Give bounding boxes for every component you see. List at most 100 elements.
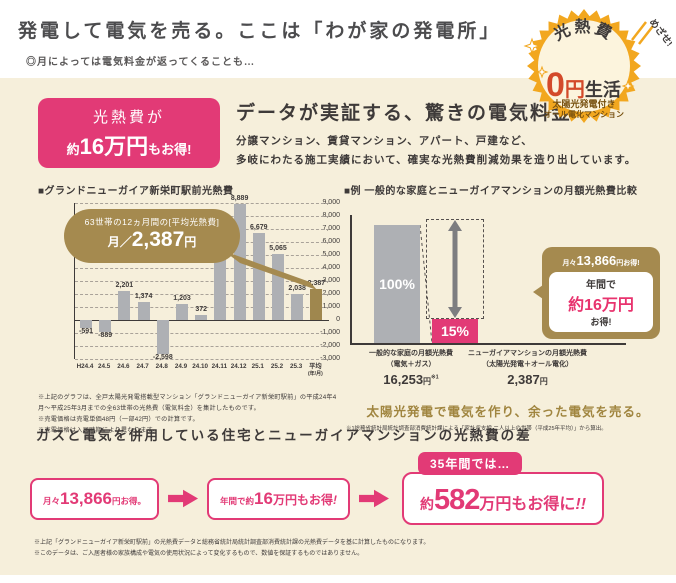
y-axis-tick-label: 1,000	[322, 303, 340, 310]
newgaia-label: ニューガイアマンションの月額光熱費	[468, 350, 587, 357]
monthly-savings-label: 月々13,866円お得!	[562, 253, 640, 268]
bar-24.6	[118, 291, 131, 320]
bar-value-label: 2,038	[288, 284, 306, 292]
x-axis-tick-label: 24.5	[98, 363, 111, 370]
bar-value-label: 1,203	[173, 295, 191, 303]
gridline	[75, 333, 329, 334]
x-axis-tick-label: 25.3	[290, 363, 303, 370]
bar-24.9	[176, 304, 188, 320]
note-line: ※売電価格は入居時期により異なります。	[38, 426, 159, 434]
bar-H24.4	[80, 320, 92, 328]
bar-value-label: 2,387	[307, 279, 326, 287]
bottom-heading: ガスと電気を併用している住宅とニューガイアマンションの光熱費の差	[36, 428, 532, 443]
x-axis-tick-label: H24.4	[76, 363, 94, 370]
annual-amount: 約16万円	[568, 297, 634, 314]
y-axis-tick-label: 2,000	[322, 290, 340, 297]
y-axis-tick-label: -2,000	[320, 342, 340, 349]
callout-line2: 月／2,387円	[107, 228, 197, 251]
intro-body-line2: 多岐にわたる施工実績において、確実な光熱費削減効果を造り出しています。	[236, 153, 637, 166]
monthly-cost-bar-chart: ■グランドニューガイア新栄町駅前光熱費 9,000 8,000 7,000 6,000…	[38, 182, 340, 436]
badge-ribbon-text: めざせ!	[647, 16, 672, 48]
gridline	[75, 320, 329, 321]
household-sublabel: （電気＋ガス）	[386, 360, 436, 368]
badge-life: 生活	[585, 79, 621, 100]
household-bar-label: 100%	[379, 276, 415, 292]
bar-25.1	[252, 233, 265, 320]
y-axis-tick-label: 7,000	[322, 225, 340, 232]
x-axis-tick-label: 平均 (年/月)	[302, 363, 328, 377]
x-axis-tick-label: 24.8	[155, 363, 168, 370]
bar-value-label: -591	[78, 327, 93, 335]
x-axis-sub-label: (年/月)	[308, 370, 323, 377]
bar-value-label: 1,374	[134, 293, 153, 301]
gridline	[75, 268, 329, 269]
newgaia-bar: 15%	[432, 319, 478, 343]
bar-24.8	[156, 320, 169, 354]
left-chart-notes: ※上記のグラフは、全戸太陽光発電搭載型マンション「グランドニューガイア新栄町駅前…	[38, 393, 340, 436]
comparison-chart: ■例 一般的な家庭とニューガイアマンションの月額光熱費比較 100% 15% 月…	[344, 182, 672, 435]
ribbon-stroke	[631, 21, 647, 41]
zero-yen-life-badge: 光熱費 0円生活 太陽光発電付き オール電化マンション めざせ!	[523, 9, 672, 123]
sparkle-icon	[621, 79, 635, 93]
y-axis-tick-label: -3,000	[320, 355, 340, 362]
gridline	[75, 346, 329, 347]
bar-平均	[310, 288, 323, 320]
household-bar: 100%	[374, 225, 420, 343]
newgaia-sublabel: （太陽光発電＋オール電化）	[482, 360, 573, 368]
badge-zero: 0	[546, 66, 565, 104]
x-axis-tick-label: 24.10	[192, 363, 209, 370]
savings-line1: 光熱費が	[92, 108, 165, 126]
reduction-arrow-icon	[448, 220, 462, 318]
annual-savings-callout: 月々13,866円お得! 年間で 約16万円 お得!	[533, 247, 660, 339]
average-cost-callout: 63世帯の12ヵ月間の[平均光熱費] 月／2,387円	[64, 209, 240, 263]
gridline	[75, 307, 329, 308]
bar-24.11	[214, 258, 227, 320]
y-axis-tick-label: 8,000	[322, 212, 340, 219]
left-chart-box: 9,000 8,000 7,000 6,000 5,000 4,000 3,000 2,000…	[38, 195, 340, 383]
x-axis-tick-label: 24.11	[211, 363, 228, 370]
gridline	[75, 203, 329, 204]
bar-25.3	[291, 293, 304, 320]
lifetime-savings-box: 35年間では… 約 582 万円もお得に!!	[401, 452, 605, 525]
gridline	[75, 294, 329, 295]
ribbon-stroke	[638, 25, 654, 45]
solar-slogan: 太陽光発電で電気を作り、余った電気を売る。	[366, 405, 650, 419]
bar-24.10	[195, 315, 208, 320]
newgaia-bar-label: 15%	[440, 323, 470, 339]
bar-value-label: -889	[98, 331, 113, 339]
callout-tail	[224, 251, 317, 290]
household-label: 一般的な家庭の月額光熱費	[369, 350, 453, 357]
intro-body-line1: 分譲マンション、賃貸マンション、アパート、戸建など、	[236, 135, 533, 147]
savings-flow-row: 月々 13,866 円お得。 年間で約 16 万円もお得! 35年間では… 約 582 万円…	[30, 452, 605, 525]
x-axis-tick-label: 25.2	[270, 363, 284, 370]
y-axis-tick-label: -1,000	[320, 329, 340, 336]
badge-sub2: オール電化マンション	[544, 109, 624, 119]
reduction-dashed-box	[426, 219, 484, 319]
funnel-dashed-line	[419, 224, 433, 344]
savings-line2: 約16万円もお得!	[66, 133, 192, 159]
page-title: 発電して電気を売る。ここは「わが家の発電所」	[18, 21, 502, 42]
right-chart-note: ※1総務省統計局統計調査部消費統計課による「家計収支編 二人以上の世帯（平成25…	[346, 426, 607, 432]
intro-heading: データが実証する、驚きの電気料金	[236, 103, 573, 124]
bar-value-label: -2,598	[152, 353, 173, 361]
y-axis-tick-label: 3,000	[322, 277, 340, 284]
gridline	[75, 281, 329, 282]
household-amount: 16,253円※1	[383, 372, 439, 387]
y-axis-line	[350, 215, 352, 344]
y-axis-tick-label: 6,000	[322, 238, 340, 245]
savings-highlight-box: 光熱費が 約16万円もお得!	[38, 98, 220, 168]
monthly-savings-box: 月々 13,866 円お得。	[30, 477, 160, 520]
newgaia-amount: 2,387円	[507, 372, 548, 387]
y-axis-tick-label: 4,000	[322, 264, 340, 271]
right-chart-title: ■例 一般的な家庭とニューガイアマンションの月額光熱費比較	[344, 186, 638, 197]
svg-text:0円生活: 0円生活	[546, 66, 621, 104]
left-chart-title: ■グランドニューガイア新栄町駅前光熱費	[38, 186, 234, 197]
page-subtitle: ◎月によっては電気料金が返ってくることも…	[26, 57, 255, 68]
annual-savings-box: 年間で約 16 万円もお得!	[207, 477, 350, 520]
bar-value-label: 5,065	[269, 245, 287, 253]
bar-value-label: 6,679	[250, 224, 268, 232]
badge-yen: 円	[565, 79, 585, 101]
sparkle-icon	[523, 37, 541, 55]
y-axis-tick-label: 5,000	[322, 251, 340, 258]
x-axis-line	[350, 343, 626, 345]
